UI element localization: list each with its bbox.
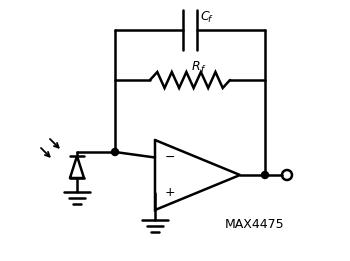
Circle shape xyxy=(112,149,119,156)
Text: −: − xyxy=(165,151,175,164)
Text: C: C xyxy=(200,9,209,22)
Text: R: R xyxy=(192,60,201,73)
Text: f: f xyxy=(207,15,210,23)
Text: f: f xyxy=(200,64,203,74)
Circle shape xyxy=(261,171,268,179)
Text: MAX4475: MAX4475 xyxy=(225,218,285,232)
Text: +: + xyxy=(165,186,176,199)
